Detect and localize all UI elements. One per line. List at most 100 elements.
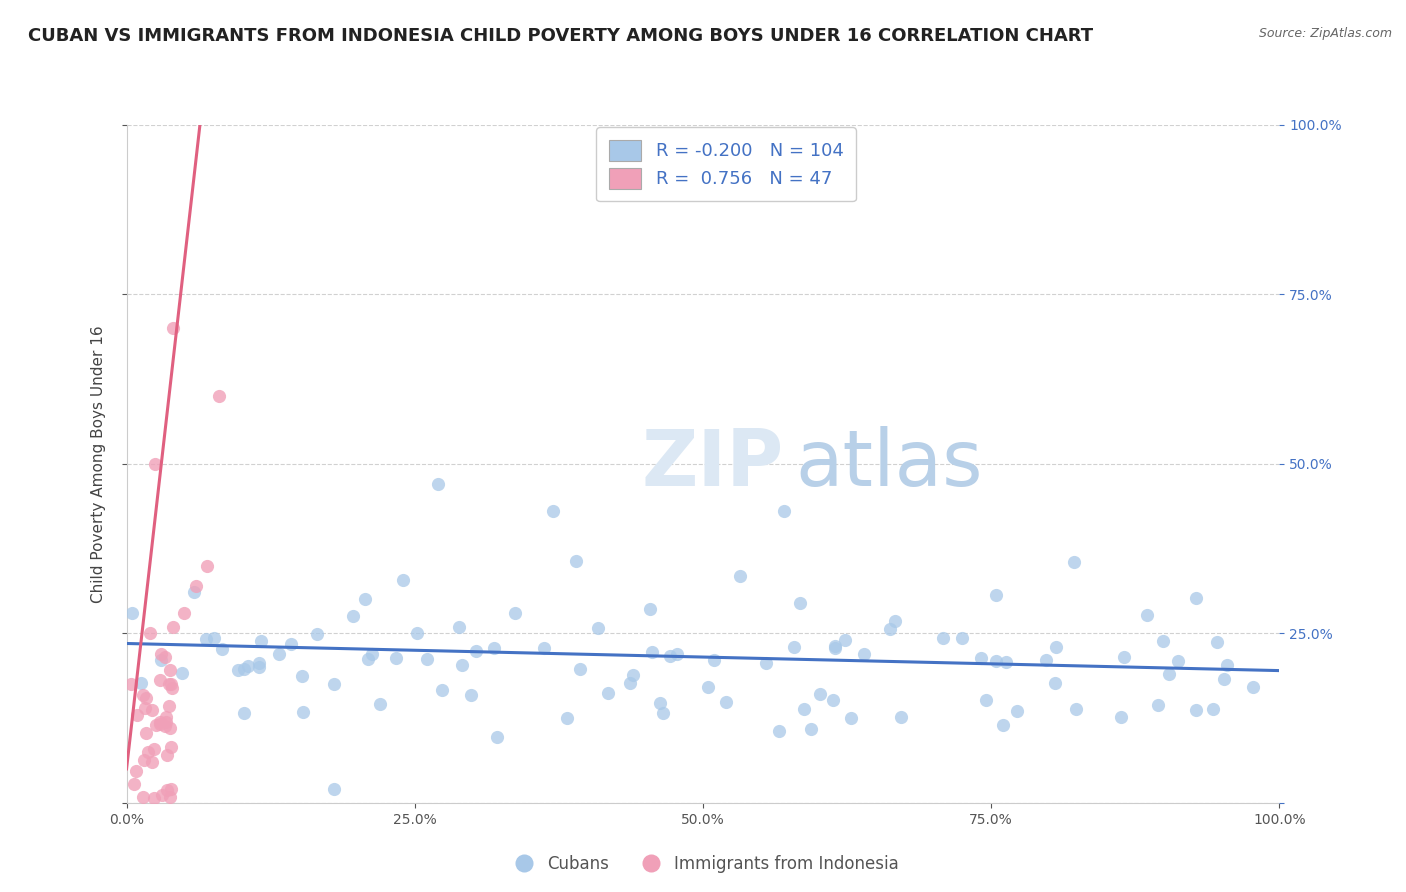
Point [598,686,620,700]
Point [368,697,391,711]
Text: CUBAN VS IMMIGRANTS FROM INDONESIA CHILD POVERTY AMONG BOYS UNDER 16 CORRELATION: CUBAN VS IMMIGRANTS FROM INDONESIA CHILD… [28,27,1094,45]
Point [1035,653,1057,667]
Point [839,711,862,725]
Point [405,626,427,640]
Point [768,723,790,738]
Point [136,745,159,759]
Point [1007,704,1029,718]
Point [533,640,555,655]
Point [155,714,177,729]
Point [291,669,314,683]
Point [142,791,165,805]
Point [153,719,176,733]
Point [565,554,588,568]
Point [890,710,912,724]
Point [156,747,179,762]
Point [503,606,526,620]
Point [1111,710,1133,724]
Point [159,721,181,735]
Point [150,647,173,661]
Point [451,657,474,672]
Point [173,606,195,620]
Point [159,663,181,677]
Point [1152,634,1174,648]
Point [135,726,157,740]
Point [621,668,644,682]
Point [1213,672,1236,686]
Point [141,703,163,717]
Point [416,652,439,666]
Point [149,716,172,731]
Point [789,596,811,610]
Point [226,663,249,677]
Point [323,782,346,797]
Point [202,631,225,645]
Point [1185,591,1208,606]
Point [134,700,156,714]
Text: ZIP: ZIP [641,425,783,502]
Point [392,573,415,587]
Point [184,579,207,593]
Point [730,568,752,582]
Point [162,321,184,335]
Point [1112,649,1135,664]
Point [1202,702,1225,716]
Point [250,634,273,648]
Point [648,696,671,710]
Point [208,389,231,403]
Point [247,660,270,674]
Point [950,631,973,645]
Point [555,711,578,725]
Point [1215,657,1237,672]
Point [149,673,172,687]
Point [932,631,955,645]
Point [976,692,998,706]
Point [853,647,876,661]
Point [641,645,664,659]
Point [482,641,505,656]
Text: Source: ZipAtlas.com: Source: ZipAtlas.com [1258,27,1392,40]
Point [170,665,193,680]
Point [155,709,177,723]
Point [659,648,682,663]
Point [236,659,259,673]
Y-axis label: Child Poverty Among Boys Under 16: Child Poverty Among Boys Under 16 [91,325,105,603]
Point [129,676,152,690]
Point [993,717,1015,731]
Point [1063,555,1085,569]
Point [1136,608,1159,623]
Point [157,677,180,691]
Point [568,662,591,676]
Point [247,656,270,670]
Point [821,693,844,707]
Point [159,677,181,691]
Point [883,614,905,628]
Point [145,718,167,732]
Point [714,695,737,709]
Point [183,584,205,599]
Point [305,627,328,641]
Point [1167,654,1189,668]
Point [640,602,662,616]
Point [150,653,173,667]
Legend: R = -0.200   N = 104, R =  0.756   N = 47: R = -0.200 N = 104, R = 0.756 N = 47 [596,128,856,202]
Point [1243,680,1265,694]
Point [772,504,794,518]
Point [1043,676,1066,690]
Point [141,756,163,770]
Point [292,705,315,719]
Point [1206,635,1229,649]
Point [149,715,172,730]
Point [1066,702,1088,716]
Legend: Cubans, Immigrants from Indonesia: Cubans, Immigrants from Indonesia [501,848,905,880]
Point [783,640,806,654]
Point [121,606,143,620]
Point [159,790,181,805]
Point [145,457,166,471]
Point [153,650,176,665]
Point [808,687,831,701]
Point [354,591,377,606]
Point [122,777,145,791]
Point [160,781,183,796]
Point [385,650,408,665]
